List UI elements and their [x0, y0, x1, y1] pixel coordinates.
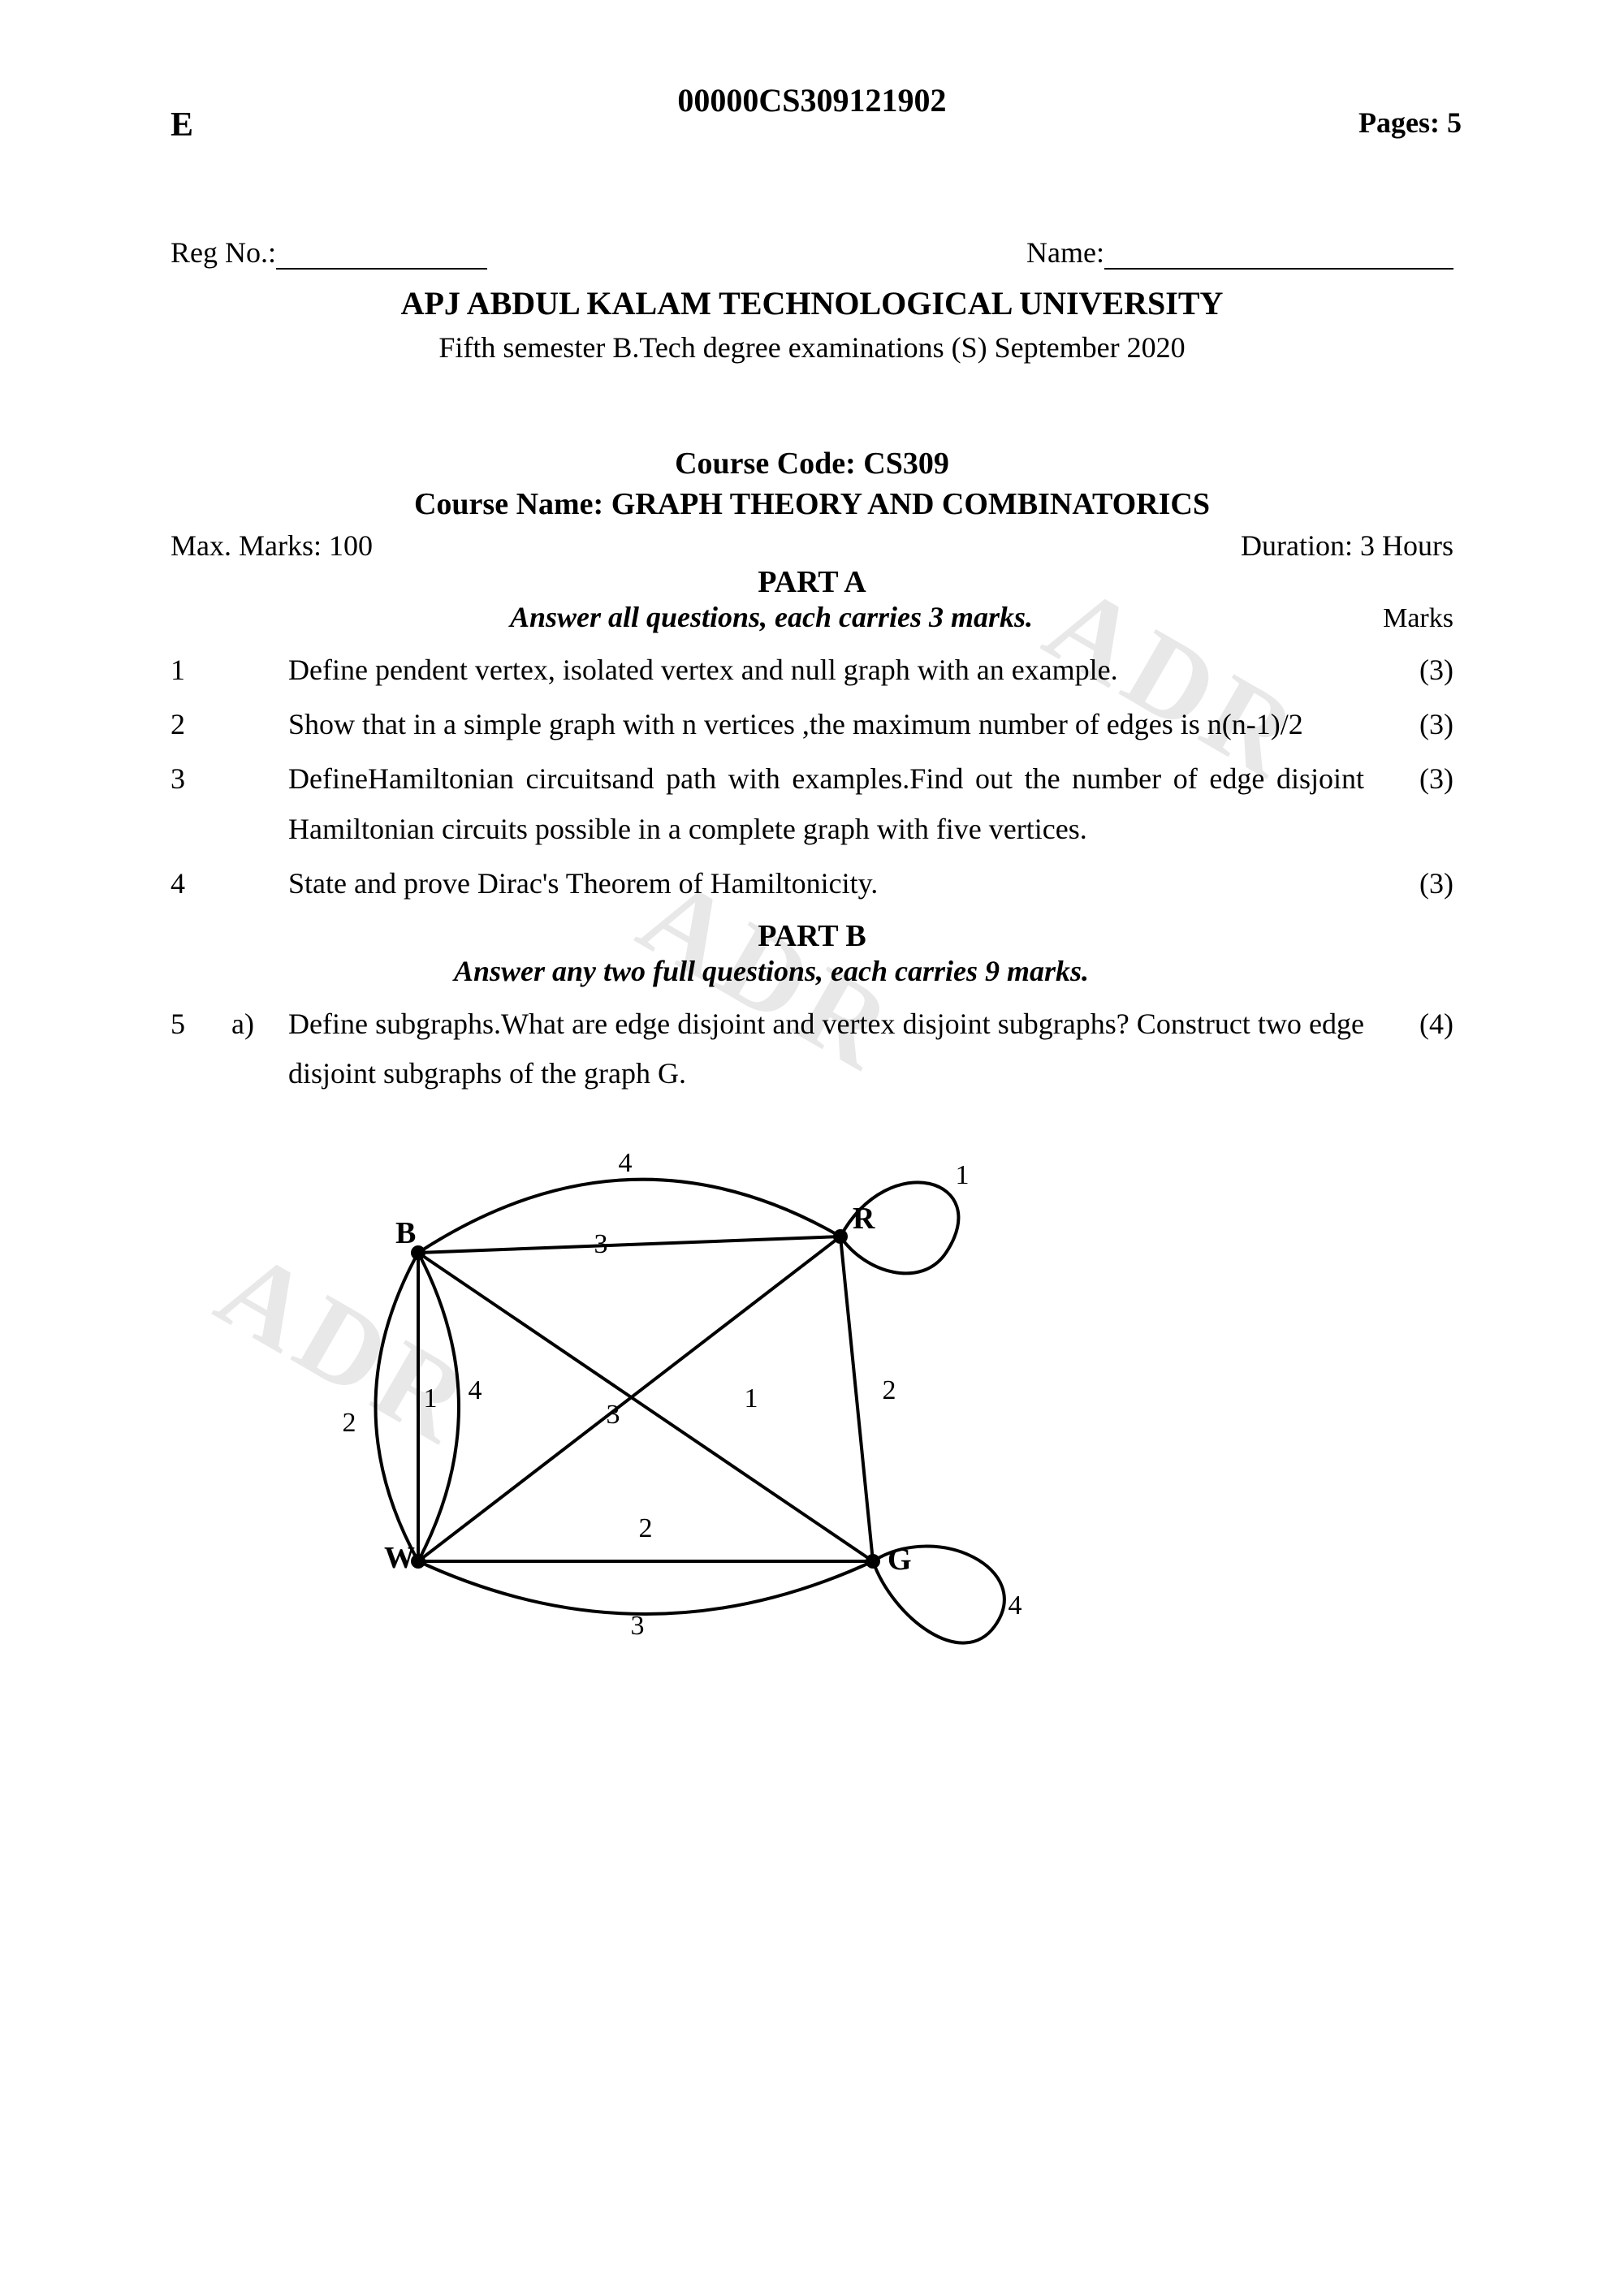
svg-text:3: 3	[631, 1611, 645, 1641]
graph-diagram: 3 1 1 3 2 2 4 2 4 3 1 4 B R W G	[288, 1131, 1100, 1699]
svg-text:2: 2	[639, 1513, 653, 1543]
reg-no-blank	[276, 244, 487, 270]
question-text: Define pendent vertex, isolated vertex a…	[288, 645, 1389, 695]
svg-text:1: 1	[956, 1160, 970, 1190]
section-letter: E	[171, 106, 193, 145]
question-number: 3	[171, 754, 231, 804]
max-marks: Max. Marks: 100	[171, 529, 373, 563]
question-number: 2	[171, 700, 231, 749]
reg-no-label: Reg No.:	[171, 236, 276, 269]
part-a-instructions: Answer all questions, each carries 3 mar…	[171, 600, 1372, 634]
course-code: Course Code: CS309	[171, 446, 1453, 481]
svg-text:1: 1	[424, 1383, 438, 1413]
marks-duration-row: Max. Marks: 100 Duration: 3 Hours	[171, 529, 1453, 563]
duration: Duration: 3 Hours	[1241, 529, 1453, 563]
graph-figure: 3 1 1 3 2 2 4 2 4 3 1 4 B R W G	[288, 1131, 1453, 1699]
question-marks: (3)	[1389, 859, 1453, 908]
question-text: Define subgraphs.What are edge disjoint …	[288, 999, 1389, 1098]
exam-code: 00000CS309121902	[171, 81, 1453, 119]
question-subpart: a)	[231, 999, 288, 1049]
student-fields: Reg No.: Name:	[171, 235, 1453, 270]
svg-text:3: 3	[607, 1400, 620, 1430]
svg-text:4: 4	[619, 1148, 633, 1178]
question-marks: (4)	[1389, 999, 1453, 1049]
question-marks: (3)	[1389, 645, 1453, 695]
svg-text:4: 4	[1009, 1590, 1022, 1621]
question-text: Show that in a simple graph with n verti…	[288, 700, 1389, 749]
question-text: DefineHamiltonian circuitsand path with …	[288, 754, 1389, 853]
question-row: 1 Define pendent vertex, isolated vertex …	[171, 645, 1453, 695]
part-a-label: PART A	[171, 564, 1453, 600]
marks-column-header: Marks	[1372, 603, 1453, 634]
svg-text:W: W	[384, 1541, 415, 1575]
svg-text:2: 2	[883, 1375, 896, 1405]
question-marks: (3)	[1389, 754, 1453, 804]
university-name: APJ ABDUL KALAM TECHNOLOGICAL UNIVERSITY	[171, 284, 1453, 322]
svg-text:2: 2	[343, 1408, 356, 1438]
svg-text:4: 4	[469, 1375, 482, 1405]
course-name: Course Name: GRAPH THEORY AND COMBINATOR…	[171, 486, 1453, 522]
question-row: 2 Show that in a simple graph with n vert…	[171, 700, 1453, 749]
name-label: Name:	[1026, 236, 1104, 269]
name-blank	[1104, 244, 1453, 270]
svg-text:3: 3	[594, 1229, 608, 1259]
svg-text:B: B	[395, 1216, 416, 1250]
page-count: Pages: 5	[1358, 106, 1462, 140]
question-number: 1	[171, 645, 231, 695]
question-number: 5	[171, 999, 231, 1049]
svg-text:1: 1	[745, 1383, 758, 1413]
question-marks: (3)	[1389, 700, 1453, 749]
question-number: 4	[171, 859, 231, 908]
question-row: 3 DefineHamiltonian circuitsand path with…	[171, 754, 1453, 853]
svg-text:R: R	[853, 1202, 875, 1236]
question-row: 4 State and prove Dirac's Theorem of Hami…	[171, 859, 1453, 908]
part-b-instructions: Answer any two full questions, each carr…	[171, 954, 1372, 988]
question-text: State and prove Dirac's Theorem of Hamil…	[288, 859, 1389, 908]
part-b-label: PART B	[171, 918, 1453, 954]
page-header: 00000CS309121902 E Pages: 5	[171, 81, 1453, 170]
examination-title: Fifth semester B.Tech degree examination…	[171, 330, 1453, 365]
svg-text:G: G	[888, 1543, 912, 1577]
question-row: 5a)Define subgraphs.What are edge disjoi…	[171, 999, 1453, 1098]
